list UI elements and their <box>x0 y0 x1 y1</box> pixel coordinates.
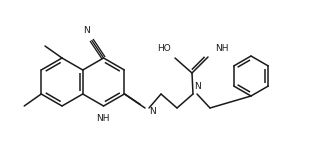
Text: N: N <box>83 26 90 35</box>
Text: N: N <box>149 106 156 116</box>
Text: HO: HO <box>157 44 171 53</box>
Text: NH: NH <box>215 44 228 53</box>
Text: NH: NH <box>96 114 109 123</box>
Text: N: N <box>194 82 201 91</box>
